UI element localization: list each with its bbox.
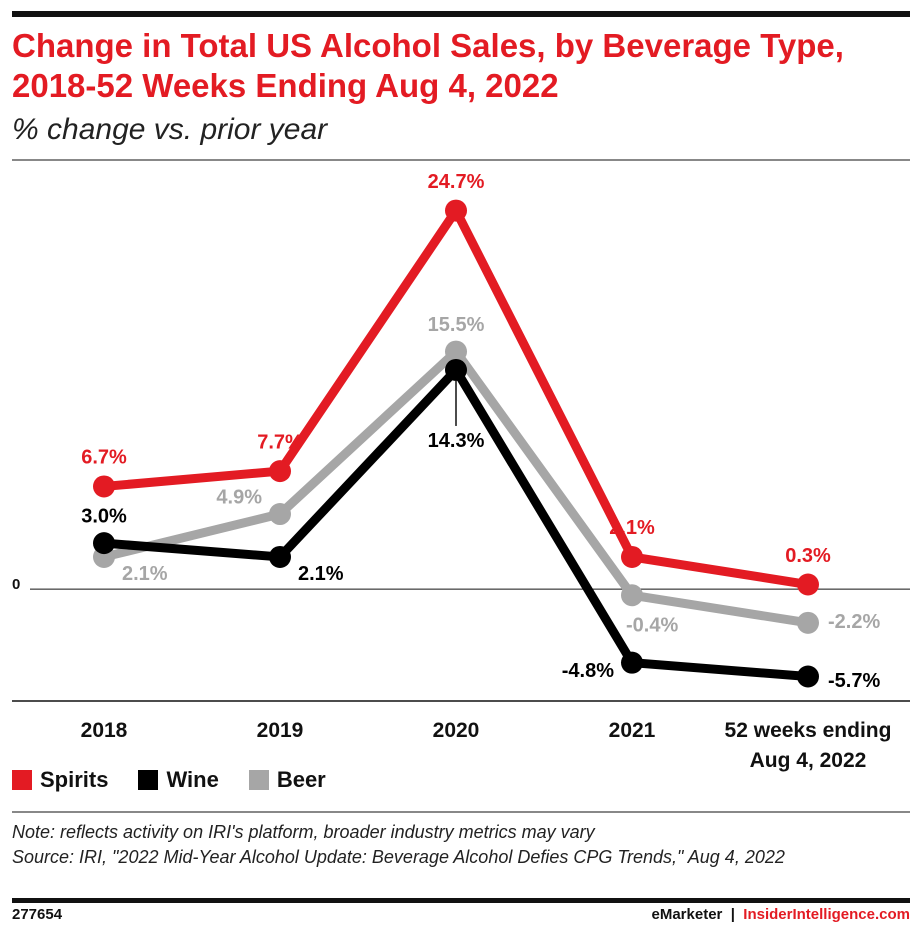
value-label: 6.7% bbox=[81, 447, 127, 469]
brand: eMarketer bbox=[651, 906, 723, 923]
chart-id: 277654 bbox=[12, 906, 63, 923]
legend: Spirits Wine Beer bbox=[12, 767, 326, 793]
legend-swatch bbox=[138, 770, 159, 790]
value-label: 2.1% bbox=[122, 563, 168, 585]
y-tick-label: 0 bbox=[12, 576, 20, 593]
point bbox=[93, 532, 115, 555]
point bbox=[445, 358, 467, 381]
separator: | bbox=[730, 906, 735, 923]
note: Note: reflects activity on IRI's platfor… bbox=[12, 822, 595, 842]
legend-swatch bbox=[248, 770, 269, 790]
x-tick-label: 2019 bbox=[256, 719, 304, 742]
top-bar bbox=[12, 11, 910, 17]
value-label: -5.7% bbox=[828, 670, 880, 692]
value-label: -0.4% bbox=[626, 615, 678, 637]
brand-site: InsiderIntelligence.com bbox=[743, 906, 910, 923]
source: Source: IRI, "2022 Mid-Year Alcohol Upda… bbox=[12, 847, 785, 867]
value-label: 24.7% bbox=[428, 171, 485, 193]
value-label: 2.1% bbox=[609, 517, 655, 539]
point bbox=[269, 460, 291, 483]
point bbox=[445, 340, 467, 363]
bottom-bar bbox=[12, 898, 910, 903]
point bbox=[621, 584, 643, 607]
value-label: 3.0% bbox=[81, 505, 127, 527]
x-tick-label: 2018 bbox=[80, 719, 128, 742]
point bbox=[797, 611, 819, 634]
value-label: -2.2% bbox=[828, 611, 880, 633]
x-tick-label: 52 weeks ending Aug 4, 2022 bbox=[724, 719, 892, 772]
x-tick-label: 2021 bbox=[608, 719, 656, 742]
value-label: 4.9% bbox=[216, 486, 262, 508]
legend-item: Spirits bbox=[12, 767, 108, 793]
value-label: 14.3% bbox=[428, 430, 485, 452]
point bbox=[797, 665, 819, 688]
value-label: 7.7% bbox=[257, 431, 303, 453]
point bbox=[445, 199, 467, 222]
legend-label: Beer bbox=[276, 767, 326, 792]
notes: Note: reflects activity on IRI's platfor… bbox=[12, 820, 912, 870]
point bbox=[269, 503, 291, 526]
point bbox=[797, 573, 819, 596]
value-label: 15.5% bbox=[428, 314, 485, 336]
x-tick-label: 2020 bbox=[432, 719, 480, 742]
point bbox=[93, 475, 115, 498]
legend-swatch bbox=[12, 770, 32, 790]
point bbox=[621, 651, 643, 674]
chart-subtitle: % change vs. prior year bbox=[12, 113, 328, 146]
footer-brand: eMarketer | InsiderIntelligence.com bbox=[652, 906, 911, 923]
legend-item: Wine bbox=[138, 767, 219, 793]
point bbox=[621, 545, 643, 568]
point bbox=[269, 545, 291, 568]
value-label: 2.1% bbox=[298, 563, 344, 585]
legend-label: Wine bbox=[166, 767, 219, 792]
value-label: 0.3% bbox=[785, 545, 831, 567]
chart-title: Change in Total US Alcohol Sales, by Bev… bbox=[12, 27, 844, 104]
value-label: -4.8% bbox=[562, 660, 614, 682]
legend-label: Spirits bbox=[40, 767, 109, 792]
legend-item: Beer bbox=[248, 767, 326, 793]
